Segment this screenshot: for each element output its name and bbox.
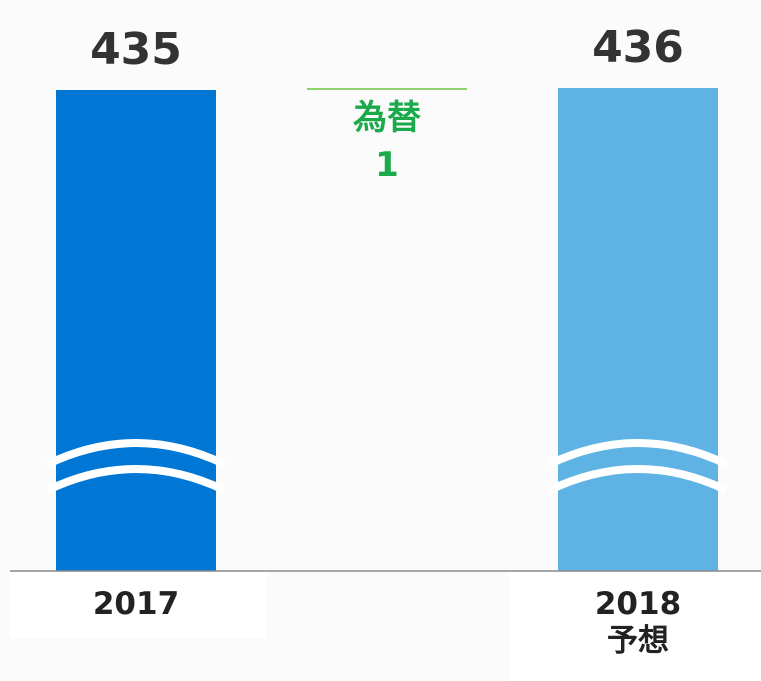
x-tick-label: 2018 予想	[594, 586, 682, 660]
label-box	[10, 572, 266, 638]
axis-break	[548, 465, 728, 494]
x-tick-label: 2017	[92, 586, 180, 622]
axis-break	[46, 439, 226, 468]
label-box	[510, 572, 761, 681]
bar	[56, 90, 216, 571]
bar	[558, 88, 718, 571]
axis-break	[46, 465, 226, 494]
axis-break	[548, 439, 728, 468]
delta-bar	[307, 88, 467, 91]
delta-category-label: 為替	[353, 98, 421, 138]
value-label: 436	[592, 22, 684, 74]
delta-value-label: 1	[375, 145, 399, 185]
value-label: 435	[90, 24, 182, 76]
